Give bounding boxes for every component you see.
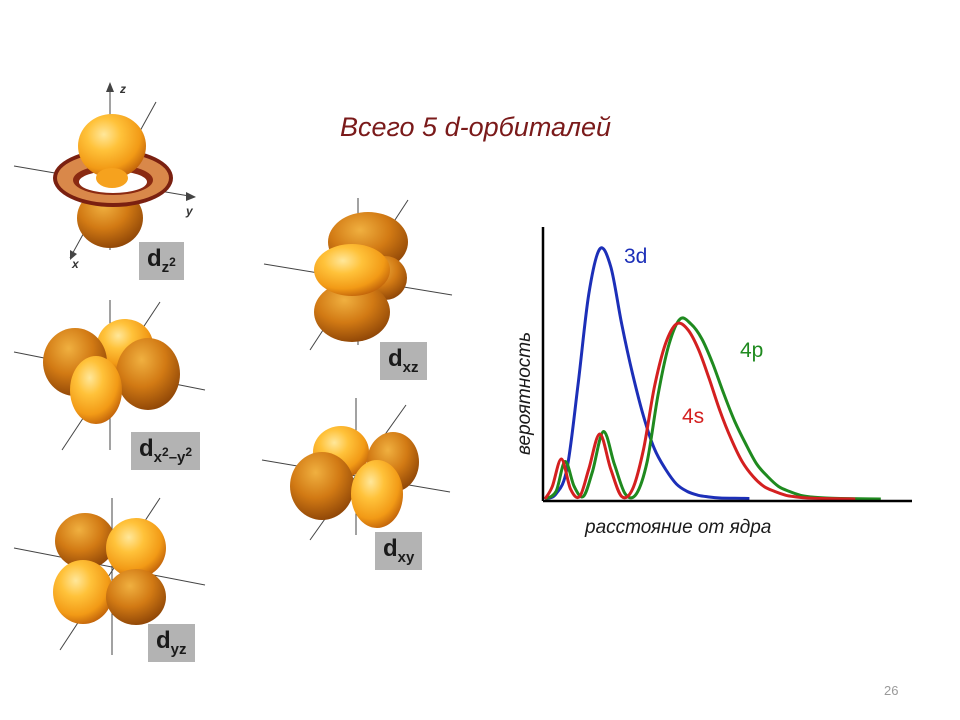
- orbital-dz2-shape: [13, 82, 196, 260]
- orbital-dyz-shape: [13, 497, 206, 655]
- label-dz2: dz2: [139, 242, 184, 280]
- series-label-3d: 3d: [624, 245, 647, 268]
- series-label-4p: 4p: [740, 339, 763, 362]
- orbital-dxz-shape: [263, 198, 453, 351]
- series-line-4s: [543, 321, 856, 501]
- label-dx2-y2: dx2–y2: [131, 432, 201, 470]
- axis-z-label: z: [119, 82, 126, 96]
- label-dyz: dyz: [148, 624, 195, 662]
- orbital-dx2y2-shape: [13, 300, 206, 451]
- page-number: 26: [884, 683, 899, 698]
- chart-series-layer: [543, 246, 881, 501]
- series-line-4p: [544, 316, 881, 501]
- label-dxy: dxy: [375, 532, 423, 570]
- axis-x-label: x: [71, 257, 80, 271]
- slide-title: Всего 5 d-орбиталей: [340, 112, 611, 142]
- radial-probability-chart: расстояние от ядра вероятность 3d 4s 4p: [514, 227, 912, 538]
- orbital-dxy-shape: [261, 398, 451, 541]
- series-label-4s: 4s: [682, 405, 704, 428]
- axis-y-label: y: [185, 204, 194, 218]
- series-line-3d: [544, 246, 750, 501]
- y-axis-title: вероятность: [514, 332, 535, 455]
- label-dxz: dxz: [380, 342, 427, 380]
- x-axis-title: расстояние от ядра: [584, 517, 771, 538]
